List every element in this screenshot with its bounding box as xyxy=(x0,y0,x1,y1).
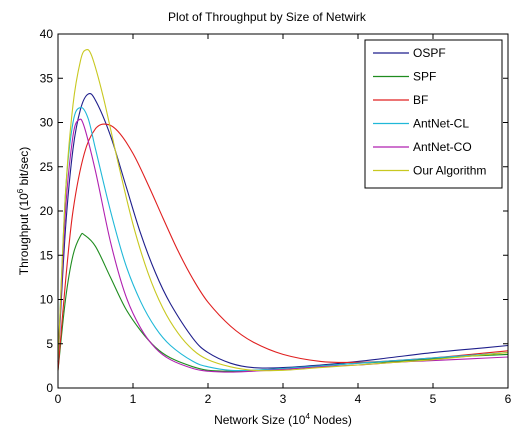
legend-label-0: OSPF xyxy=(413,46,446,60)
x-tick-label-2: 2 xyxy=(205,392,212,406)
y-tick-label-8: 40 xyxy=(40,27,54,41)
legend-label-3: AntNet-CL xyxy=(413,117,469,131)
legend-label-2: BF xyxy=(413,93,428,107)
y-axis-label: Throughput (106 bit/sec) xyxy=(16,147,31,276)
series-line-3 xyxy=(57,106,509,372)
y-tick-label-6: 30 xyxy=(40,116,54,130)
legend-label-5: Our Algorithm xyxy=(413,164,486,178)
x-tick-label-1: 1 xyxy=(130,392,137,406)
x-axis-label-exponent: 4 xyxy=(305,412,310,421)
series-line-0 xyxy=(57,93,509,369)
series-layer xyxy=(57,48,509,373)
y-tick-label-2: 10 xyxy=(40,293,54,307)
series-line-5 xyxy=(57,48,509,372)
legend: OSPF SPF BF AntNet-CL AntNet-CO Our Algorithm xyxy=(364,39,503,189)
chart-title: Plot of Throughput by Size of Netwirk xyxy=(168,10,367,24)
x-axis-label: Network Size (104 Nodes) xyxy=(214,412,352,427)
y-tick-label-7: 35 xyxy=(40,71,54,85)
legend-label-1: SPF xyxy=(413,70,436,84)
legend-box xyxy=(364,39,503,189)
y-axis-label-exponent: 6 xyxy=(16,188,25,193)
x-tick-label-5: 5 xyxy=(430,392,437,406)
x-tick-label-4: 4 xyxy=(355,392,362,406)
x-tick-label-6: 6 xyxy=(505,392,512,406)
y-tick-label-5: 25 xyxy=(40,160,54,174)
y-tick-label-1: 5 xyxy=(46,337,53,351)
x-tick-label-0: 0 xyxy=(55,392,62,406)
x-tick-label-3: 3 xyxy=(280,392,287,406)
y-tick-label-0: 0 xyxy=(46,381,53,395)
legend-label-4: AntNet-CO xyxy=(413,140,472,154)
y-axis-ticks: 0 5 10 15 20 25 30 35 40 xyxy=(40,27,508,395)
y-tick-label-4: 20 xyxy=(40,204,54,218)
y-tick-label-3: 15 xyxy=(40,248,54,262)
x-axis-ticks: 0 1 2 3 4 5 6 xyxy=(55,34,512,406)
